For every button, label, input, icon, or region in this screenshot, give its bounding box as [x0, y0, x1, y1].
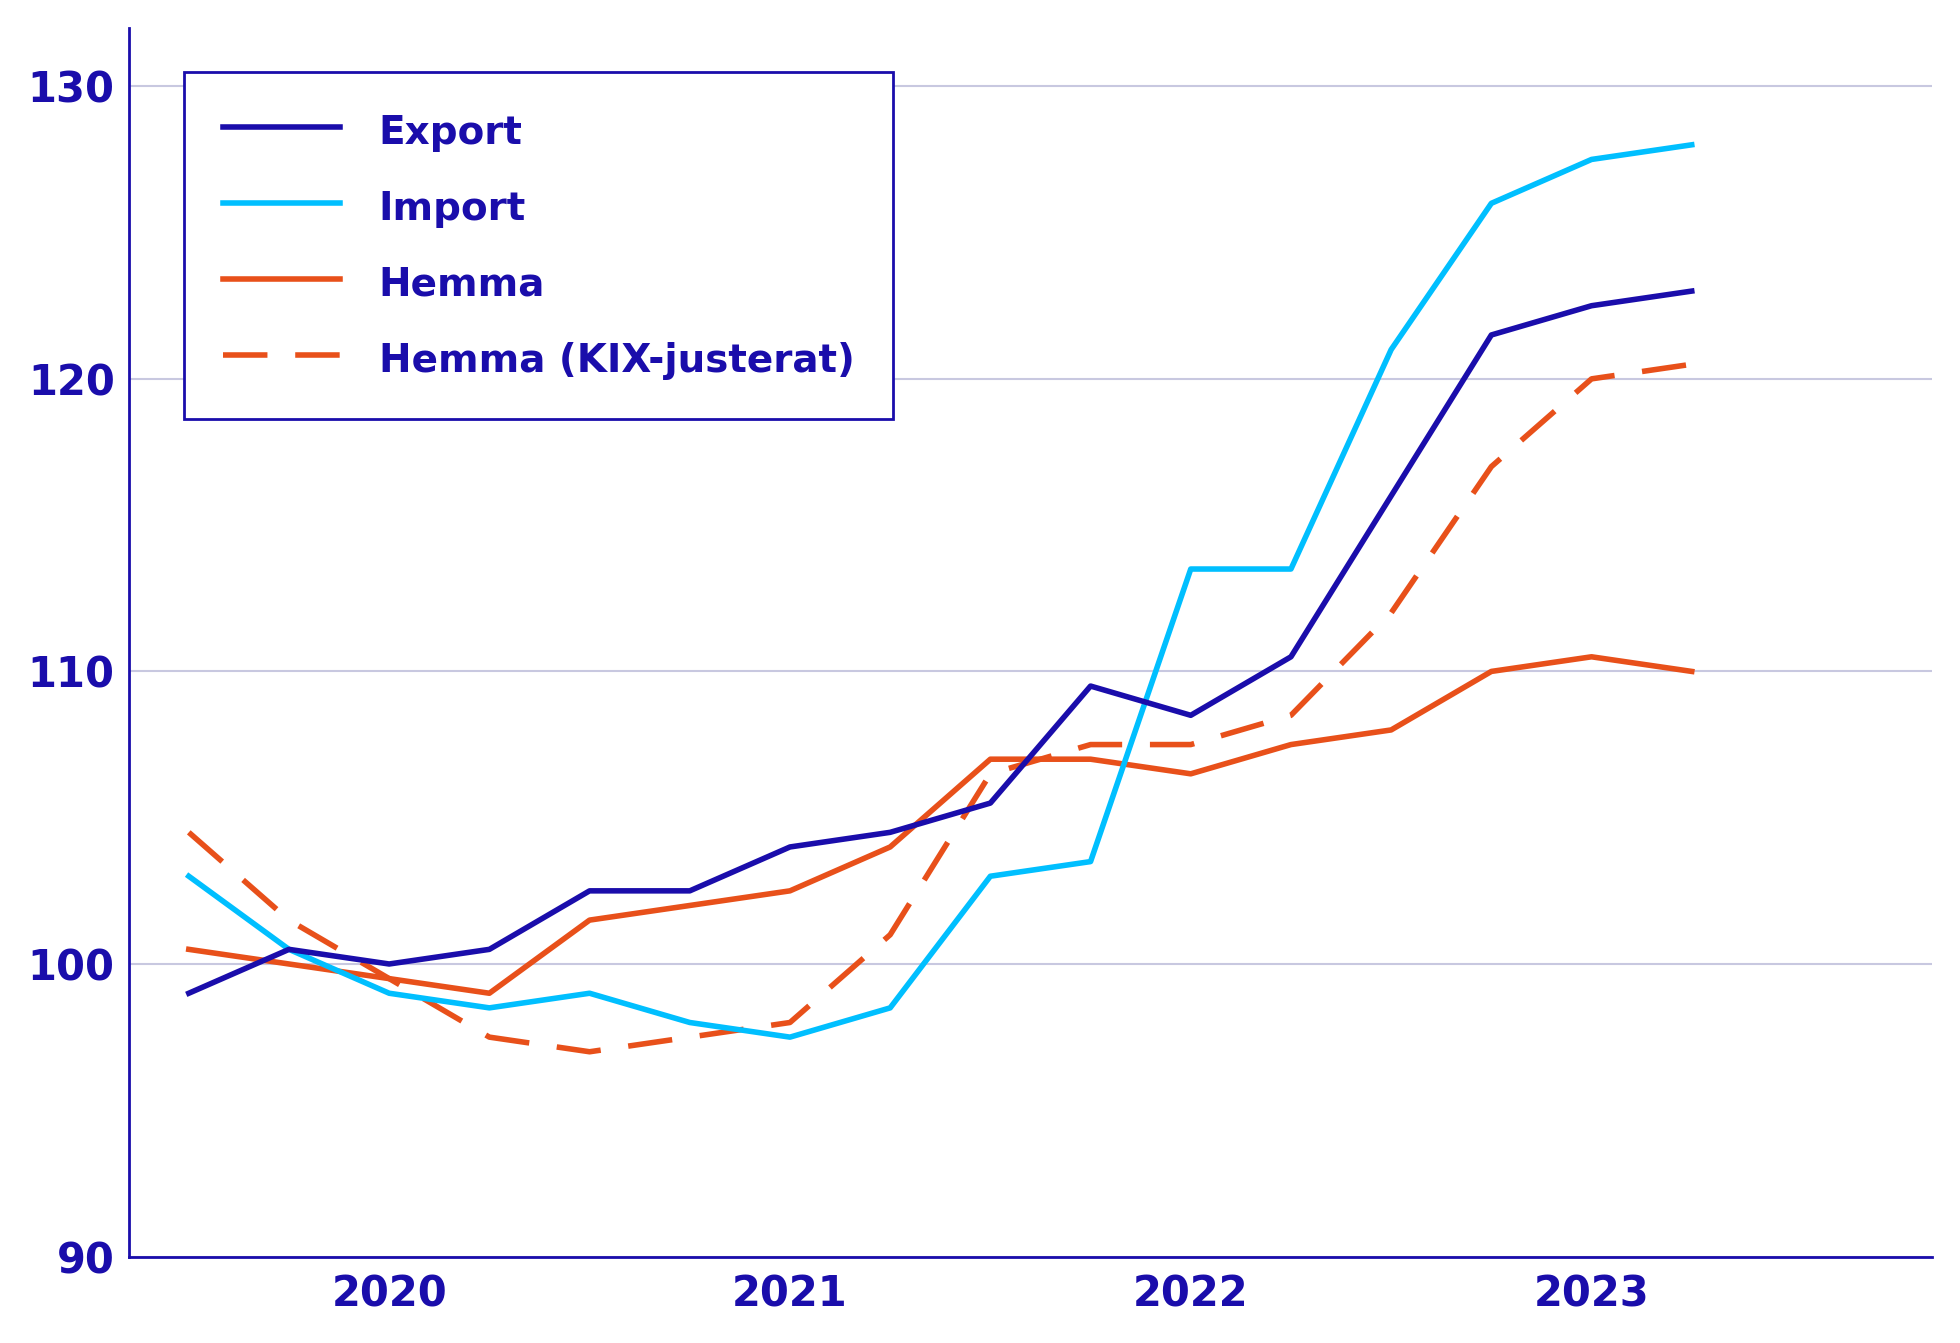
- Import: [1078, 854, 1102, 870]
- Import: [1280, 561, 1303, 577]
- Export: [378, 956, 402, 972]
- Import: [478, 999, 502, 1015]
- Hemma: [1280, 736, 1303, 752]
- Hemma (KIX-justerat): [978, 766, 1002, 782]
- Export: [478, 941, 502, 958]
- Hemma (KIX-justerat): [1280, 708, 1303, 724]
- Hemma (KIX-justerat): [1680, 356, 1703, 372]
- Import: [176, 868, 200, 884]
- Export: [1280, 649, 1303, 665]
- Hemma: [378, 971, 402, 987]
- Hemma (KIX-justerat): [176, 825, 200, 841]
- Export: [578, 882, 602, 898]
- Import: [578, 986, 602, 1002]
- Hemma (KIX-justerat): [378, 971, 402, 987]
- Hemma (KIX-justerat): [1480, 458, 1503, 474]
- Hemma: [778, 882, 802, 898]
- Hemma: [878, 839, 902, 855]
- Import: [1480, 195, 1503, 211]
- Hemma (KIX-justerat): [276, 912, 300, 928]
- Export: [978, 795, 1002, 811]
- Import: [878, 999, 902, 1015]
- Import: [378, 986, 402, 1002]
- Hemma: [1078, 751, 1102, 767]
- Hemma (KIX-justerat): [1078, 736, 1102, 752]
- Line: Import: Import: [188, 145, 1691, 1037]
- Hemma: [478, 986, 502, 1002]
- Hemma (KIX-justerat): [1180, 736, 1203, 752]
- Import: [1680, 137, 1703, 153]
- Import: [778, 1029, 802, 1045]
- Export: [1680, 283, 1703, 299]
- Hemma (KIX-justerat): [778, 1014, 802, 1030]
- Export: [276, 941, 300, 958]
- Hemma (KIX-justerat): [478, 1029, 502, 1045]
- Export: [1480, 326, 1503, 342]
- Hemma: [1480, 663, 1503, 680]
- Legend: Export, Import, Hemma, Hemma (KIX-justerat): Export, Import, Hemma, Hemma (KIX-juster…: [184, 71, 894, 419]
- Export: [1078, 678, 1102, 694]
- Hemma: [578, 912, 602, 928]
- Line: Export: Export: [188, 291, 1691, 994]
- Export: [1580, 298, 1603, 314]
- Hemma: [176, 941, 200, 958]
- Export: [878, 825, 902, 841]
- Hemma: [276, 956, 300, 972]
- Line: Hemma (KIX-justerat): Hemma (KIX-justerat): [188, 364, 1691, 1052]
- Import: [678, 1014, 702, 1030]
- Line: Hemma: Hemma: [188, 657, 1691, 994]
- Import: [1580, 152, 1603, 168]
- Export: [176, 986, 200, 1002]
- Import: [1180, 561, 1203, 577]
- Export: [1380, 488, 1403, 504]
- Hemma: [1680, 663, 1703, 680]
- Hemma (KIX-justerat): [678, 1029, 702, 1045]
- Import: [978, 868, 1002, 884]
- Hemma (KIX-justerat): [578, 1044, 602, 1060]
- Export: [778, 839, 802, 855]
- Hemma: [978, 751, 1002, 767]
- Hemma (KIX-justerat): [878, 927, 902, 943]
- Hemma (KIX-justerat): [1580, 371, 1603, 387]
- Import: [1380, 341, 1403, 357]
- Hemma (KIX-justerat): [1380, 604, 1403, 620]
- Hemma: [678, 897, 702, 913]
- Export: [1180, 708, 1203, 724]
- Hemma: [1180, 766, 1203, 782]
- Import: [276, 941, 300, 958]
- Hemma: [1380, 723, 1403, 739]
- Hemma: [1580, 649, 1603, 665]
- Export: [678, 882, 702, 898]
